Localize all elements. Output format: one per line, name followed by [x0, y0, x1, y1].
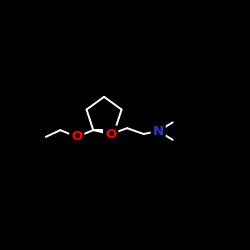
- Text: O: O: [105, 128, 116, 140]
- Text: N: N: [152, 124, 164, 138]
- Text: O: O: [71, 130, 83, 143]
